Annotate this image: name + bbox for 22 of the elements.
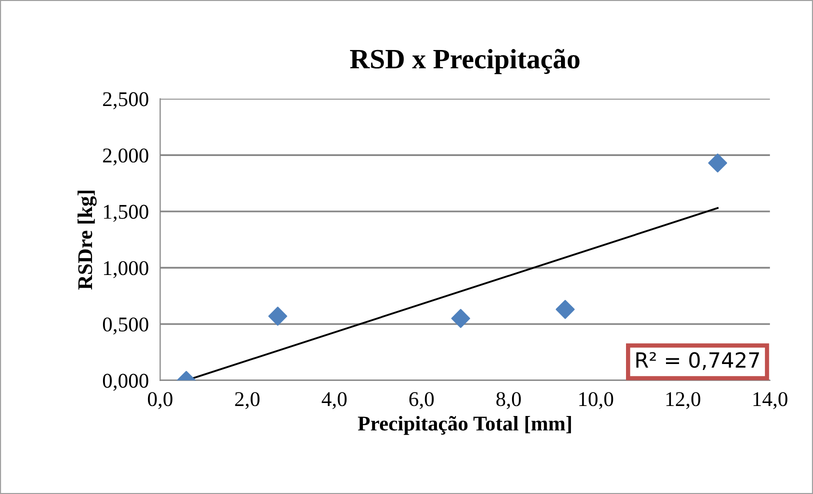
y-tick-label: 1,000 xyxy=(104,261,148,278)
point xyxy=(556,300,575,319)
x-tick-label: 4,0 xyxy=(322,392,347,410)
chart-title: RSD x Precipitação xyxy=(350,48,580,74)
point xyxy=(708,154,728,172)
y-axis-title: RSDre [kg] xyxy=(78,190,97,290)
x-tick-label: 12,0 xyxy=(666,392,700,410)
y-tick-label: 2,000 xyxy=(103,148,148,166)
x-tick-label: 0,0 xyxy=(148,392,172,410)
point xyxy=(451,308,470,328)
x-tick-label: 8,0 xyxy=(496,392,521,410)
point xyxy=(268,306,288,326)
x-tick-label: 10,0 xyxy=(579,392,614,410)
x-tick-label: 14,0 xyxy=(754,392,788,410)
y-tick-label: 1,500 xyxy=(104,204,148,222)
x-axis-title: Precipitação Total [mm] xyxy=(358,416,571,435)
y-tick-label: 0,000 xyxy=(102,374,148,391)
x-tick-label: 2,0 xyxy=(235,392,260,410)
annotation: R² = 0,7427 xyxy=(636,352,759,370)
x-tick-label: 6,0 xyxy=(409,392,434,410)
y-tick-label: 0,500 xyxy=(102,317,148,334)
y-tick-label: 2,500 xyxy=(103,92,148,110)
